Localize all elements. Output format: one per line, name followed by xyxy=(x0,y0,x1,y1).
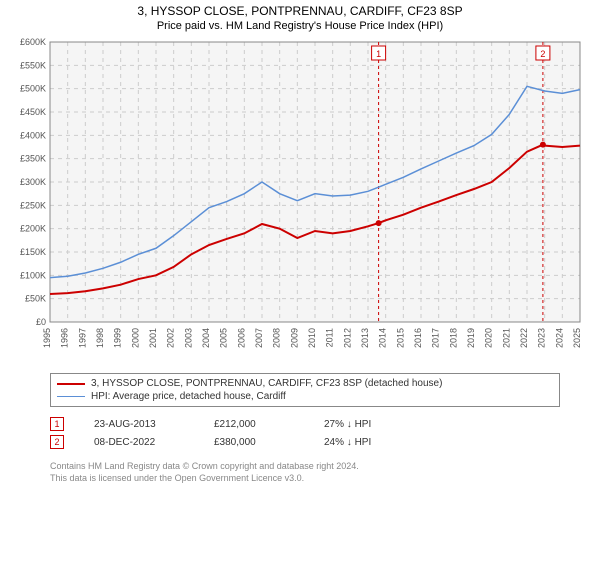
sales-table: 1 23-AUG-2013 £212,000 27% ↓ HPI 2 08-DE… xyxy=(50,415,560,451)
sale-price: £212,000 xyxy=(214,419,294,430)
sale-date: 23-AUG-2013 xyxy=(94,419,184,430)
svg-text:2018: 2018 xyxy=(448,328,458,348)
page-title: 3, HYSSOP CLOSE, PONTPRENNAU, CARDIFF, C… xyxy=(0,4,600,18)
svg-text:2020: 2020 xyxy=(484,328,494,348)
svg-text:2013: 2013 xyxy=(360,328,370,348)
svg-text:1998: 1998 xyxy=(95,328,105,348)
svg-text:2024: 2024 xyxy=(554,328,564,348)
legend-swatch xyxy=(57,396,85,397)
svg-text:2002: 2002 xyxy=(166,328,176,348)
svg-text:2005: 2005 xyxy=(219,328,229,348)
svg-text:£250K: £250K xyxy=(20,200,46,210)
svg-text:£550K: £550K xyxy=(20,60,46,70)
svg-text:2001: 2001 xyxy=(148,328,158,348)
svg-text:2004: 2004 xyxy=(201,328,211,348)
sale-price: £380,000 xyxy=(214,437,294,448)
svg-text:2011: 2011 xyxy=(325,328,335,347)
svg-text:2007: 2007 xyxy=(254,328,264,348)
svg-text:£450K: £450K xyxy=(20,107,46,117)
page-subtitle: Price paid vs. HM Land Registry's House … xyxy=(0,20,600,32)
sale-row: 1 23-AUG-2013 £212,000 27% ↓ HPI xyxy=(50,415,560,433)
sale-date: 08-DEC-2022 xyxy=(94,437,184,448)
sale-diff: 24% ↓ HPI xyxy=(324,437,371,448)
legend-swatch xyxy=(57,383,85,385)
sale-row: 2 08-DEC-2022 £380,000 24% ↓ HPI xyxy=(50,433,560,451)
svg-text:£350K: £350K xyxy=(20,154,46,164)
footer-attribution: Contains HM Land Registry data © Crown c… xyxy=(50,461,560,484)
svg-text:£600K: £600K xyxy=(20,37,46,47)
chart-container: £0 £50K £100K £150K £200K £250K £300K £350K £400… xyxy=(0,32,600,367)
svg-text:2010: 2010 xyxy=(307,328,317,348)
svg-text:2009: 2009 xyxy=(289,328,299,348)
svg-text:2023: 2023 xyxy=(537,328,547,348)
svg-text:2022: 2022 xyxy=(519,328,529,348)
svg-text:2003: 2003 xyxy=(183,328,193,348)
legend: 3, HYSSOP CLOSE, PONTPRENNAU, CARDIFF, C… xyxy=(50,373,560,407)
svg-text:£0: £0 xyxy=(36,317,46,327)
svg-text:2021: 2021 xyxy=(501,328,511,348)
svg-text:2006: 2006 xyxy=(236,328,246,348)
svg-text:1995: 1995 xyxy=(42,328,52,348)
sale-marker-icon: 1 xyxy=(50,417,64,431)
svg-text:£200K: £200K xyxy=(20,224,46,234)
legend-label: 3, HYSSOP CLOSE, PONTPRENNAU, CARDIFF, C… xyxy=(91,378,442,389)
svg-text:2000: 2000 xyxy=(130,328,140,348)
svg-text:£150K: £150K xyxy=(20,247,46,257)
svg-text:2016: 2016 xyxy=(413,328,423,348)
svg-text:1: 1 xyxy=(376,49,381,59)
footer-line: This data is licensed under the Open Gov… xyxy=(50,473,560,485)
svg-text:1996: 1996 xyxy=(60,328,70,348)
svg-text:£400K: £400K xyxy=(20,130,46,140)
svg-text:2015: 2015 xyxy=(395,328,405,348)
svg-text:2019: 2019 xyxy=(466,328,476,348)
legend-item: 3, HYSSOP CLOSE, PONTPRENNAU, CARDIFF, C… xyxy=(57,377,553,390)
line-chart: £0 £50K £100K £150K £200K £250K £300K £350K £400… xyxy=(0,32,600,362)
footer-line: Contains HM Land Registry data © Crown c… xyxy=(50,461,560,473)
svg-text:1999: 1999 xyxy=(113,328,123,348)
svg-text:2008: 2008 xyxy=(272,328,282,348)
sale-marker-icon: 2 xyxy=(50,435,64,449)
sale-diff: 27% ↓ HPI xyxy=(324,419,371,430)
svg-text:1997: 1997 xyxy=(77,328,87,348)
svg-text:£100K: £100K xyxy=(20,270,46,280)
svg-text:2012: 2012 xyxy=(342,328,352,348)
svg-text:£500K: £500K xyxy=(20,84,46,94)
svg-text:£300K: £300K xyxy=(20,177,46,187)
legend-item: HPI: Average price, detached house, Card… xyxy=(57,390,553,403)
svg-text:2: 2 xyxy=(540,49,545,59)
svg-text:2014: 2014 xyxy=(378,328,388,348)
svg-text:£50K: £50K xyxy=(25,294,46,304)
legend-label: HPI: Average price, detached house, Card… xyxy=(91,391,286,402)
svg-text:2017: 2017 xyxy=(431,328,441,348)
svg-text:2025: 2025 xyxy=(572,328,582,348)
